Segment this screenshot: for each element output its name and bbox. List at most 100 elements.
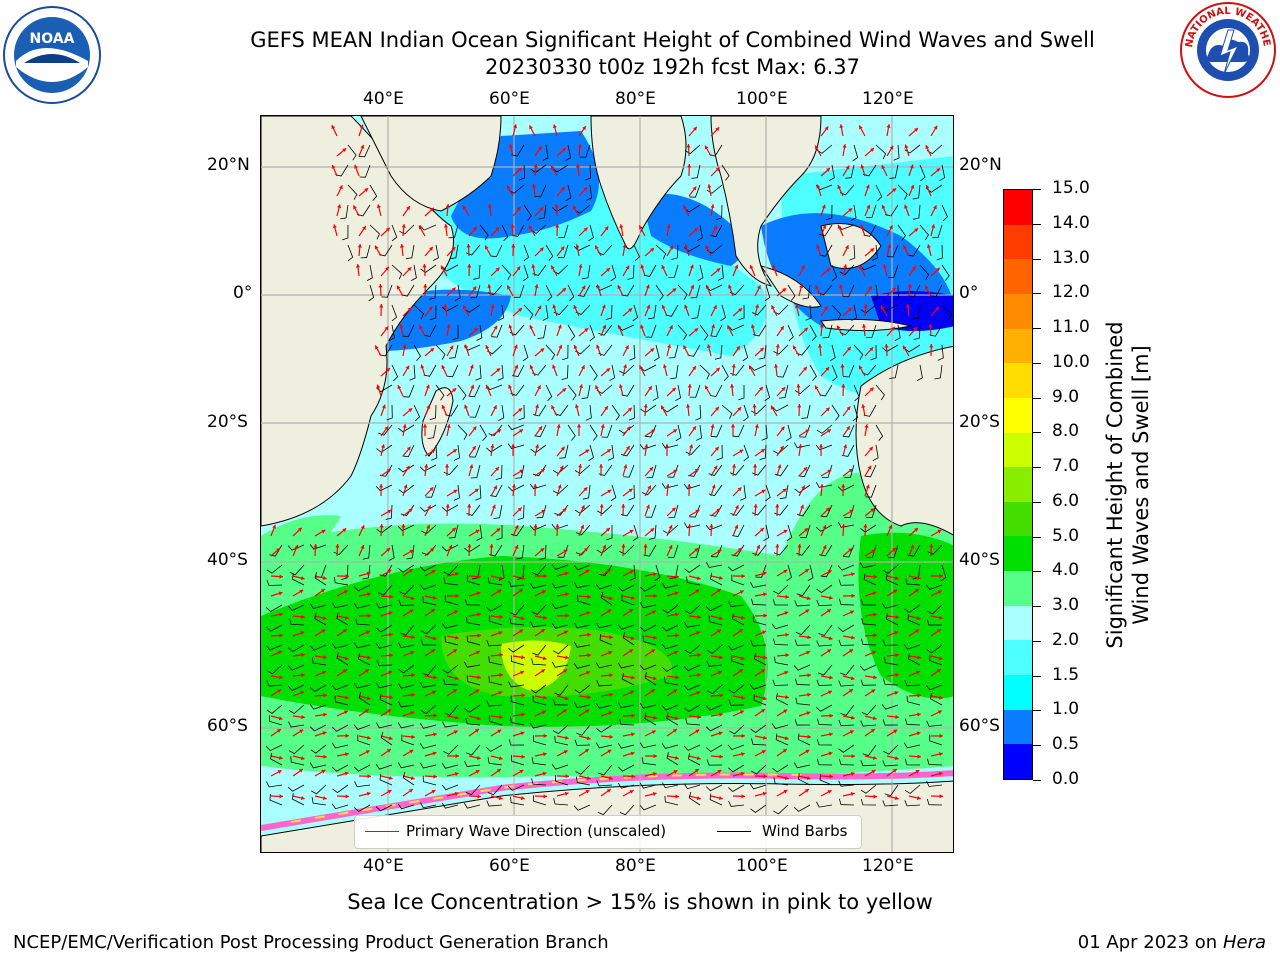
wind-barb <box>517 504 525 521</box>
wind-barb <box>816 801 833 808</box>
wind-barb <box>883 744 899 755</box>
wind-barb <box>750 724 767 734</box>
wave-direction-arrowhead <box>360 144 365 149</box>
wind-barb <box>574 641 591 648</box>
wind-barb <box>597 804 613 816</box>
wind-barb <box>558 224 569 239</box>
wind-barb <box>710 324 723 338</box>
wave-direction-arrowhead <box>779 445 784 450</box>
wave-direction-arrowhead <box>498 756 503 761</box>
wave-direction-arrowhead <box>851 754 855 759</box>
wave-direction-arrowhead <box>323 754 327 759</box>
wave-direction-arrowhead <box>455 635 459 640</box>
wind-barb <box>838 780 855 787</box>
wave-direction-arrowhead <box>407 267 412 272</box>
wave-direction-arrowhead <box>692 426 696 431</box>
wind-barb <box>534 424 547 438</box>
wave-direction-arrowhead <box>542 771 547 776</box>
chart-subtitle: 20230330 t00z 192h fcst Max: 6.37 <box>485 55 860 79</box>
wave-direction-arrowhead <box>618 384 623 389</box>
wave-direction-arrowhead <box>652 791 657 796</box>
wave-direction-arrowhead <box>445 504 450 508</box>
wave-direction-arrowhead <box>550 165 555 170</box>
wind-barb <box>496 524 503 541</box>
land-australia <box>855 345 953 536</box>
wave-direction-arrowhead <box>933 125 938 130</box>
wind-barb <box>491 324 503 338</box>
wave-direction-arrowhead <box>846 406 851 411</box>
wave-direction-arrowhead <box>533 484 538 488</box>
colorbar-tick-label: 6.0 <box>1052 490 1080 511</box>
wind-barb <box>487 284 503 296</box>
wind-barb <box>929 654 943 666</box>
wind-barb <box>512 364 525 377</box>
wave-direction-arrowhead <box>563 630 568 635</box>
wave-direction-arrowhead <box>595 245 599 250</box>
wind-barb <box>422 775 437 786</box>
wind-barb <box>831 404 840 421</box>
wave-direction-arrowhead <box>388 670 393 675</box>
wave-direction-arrowhead <box>939 615 943 620</box>
wave-direction-arrowhead <box>907 284 912 288</box>
wave-direction-arrowhead <box>881 165 886 170</box>
wind-barb <box>420 639 437 646</box>
wind-barb <box>402 771 415 786</box>
wave-direction-arrowhead <box>490 304 495 308</box>
wave-direction-arrowhead <box>825 507 830 512</box>
wave-direction-arrowhead <box>716 589 721 593</box>
wave-direction-arrowhead <box>617 285 622 290</box>
wave-direction-arrowhead <box>675 633 679 638</box>
wave-direction-arrowhead <box>646 504 650 509</box>
wave-direction-arrowhead <box>495 267 500 272</box>
colorbar-tick-label: 2.0 <box>1052 629 1080 650</box>
wave-direction-arrowhead <box>617 324 622 329</box>
wind-barb <box>837 484 855 492</box>
wave-direction-arrowhead <box>800 504 804 509</box>
wave-direction-arrowhead <box>497 429 502 434</box>
wind-barb <box>466 616 481 626</box>
wave-direction-arrowhead <box>572 205 577 210</box>
wind-barb <box>683 783 701 790</box>
wind-barb <box>838 798 855 806</box>
wave-direction-arrowhead <box>716 268 721 273</box>
wind-barb <box>538 204 547 220</box>
wind-barb <box>738 384 745 401</box>
wave-direction-arrowhead <box>554 204 559 208</box>
wind-barb <box>904 800 921 807</box>
wind-barb <box>773 777 789 786</box>
wind-barb <box>708 484 723 497</box>
wind-barb <box>655 244 667 260</box>
wind-barb <box>639 742 657 749</box>
wave-direction-arrowhead <box>454 791 459 796</box>
wind-barb <box>381 284 393 298</box>
wind-barb <box>639 664 657 671</box>
wind-barb <box>287 784 305 792</box>
wind-barb <box>530 621 547 628</box>
wind-barb <box>816 640 833 647</box>
wave-direction-arrowhead <box>916 731 921 736</box>
wind-barb <box>529 483 547 490</box>
wind-barb <box>598 564 613 577</box>
wave-direction-arrowhead <box>498 631 503 635</box>
wave-direction-arrowhead <box>869 446 873 451</box>
wave-direction-arrowhead <box>651 429 656 434</box>
wind-barb <box>401 284 415 297</box>
wave-direction-arrowhead <box>784 670 789 675</box>
wave-direction-arrowhead <box>425 384 430 389</box>
wave-direction-arrowhead <box>276 548 281 552</box>
wind-barb <box>684 604 701 615</box>
wind-barb <box>398 599 415 606</box>
wind-barb <box>358 652 371 666</box>
wave-direction-arrowhead <box>710 204 715 208</box>
wave-direction-arrowhead <box>784 611 789 616</box>
wind-barb <box>288 704 305 714</box>
colorbar-segment <box>1004 605 1032 641</box>
wind-barb <box>941 204 948 222</box>
wind-barb <box>904 144 921 154</box>
colorbar-segment <box>1004 675 1032 710</box>
colorbar <box>1003 189 1033 780</box>
wave-direction-arrowhead <box>619 224 624 228</box>
wind-barb <box>553 798 569 806</box>
wave-direction-arrowhead <box>342 629 347 633</box>
wave-direction-arrowhead <box>763 613 767 618</box>
